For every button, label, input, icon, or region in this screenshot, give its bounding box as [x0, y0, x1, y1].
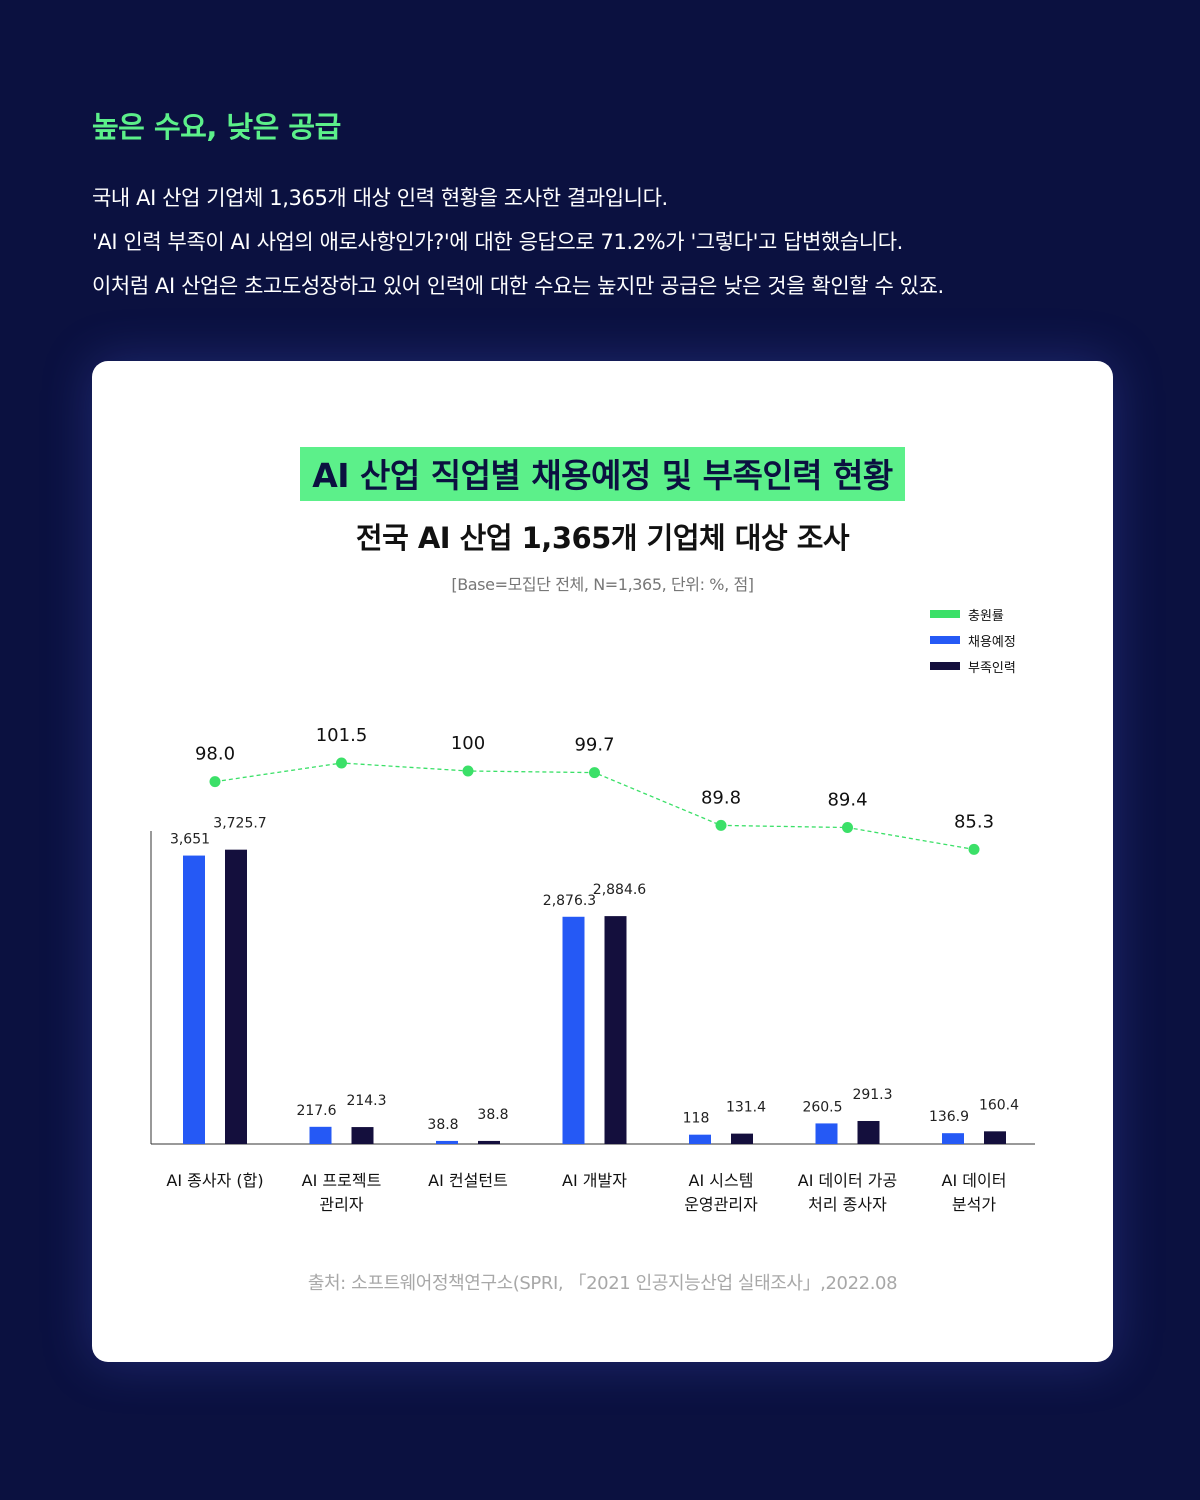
fill-rate-point — [209, 776, 221, 788]
bar-planned — [309, 1126, 332, 1144]
fill-rate-label: 89.8 — [701, 787, 741, 808]
category-label: AI 시스템 — [689, 1171, 754, 1190]
fill-rate-point — [462, 765, 474, 777]
bar-planned — [436, 1140, 458, 1144]
bar-label-shortage: 291.3 — [852, 1087, 892, 1103]
legend-label-planned: 채용예정 — [968, 634, 1016, 650]
category-label: 관리자 — [319, 1195, 363, 1214]
bar-planned — [689, 1134, 711, 1144]
bar-label-planned: 260.5 — [802, 1099, 842, 1115]
bar-planned — [942, 1133, 964, 1144]
category-label: AI 컨설턴트 — [428, 1171, 508, 1190]
bar-label-shortage: 2,884.6 — [593, 882, 647, 898]
fill-rate-label: 101.5 — [316, 725, 368, 746]
bar-planned — [562, 916, 585, 1144]
category-label: AI 개발자 — [562, 1171, 627, 1190]
legend-item-fill-rate: 충원률 — [930, 601, 1016, 627]
chart-card: AI 산업 직업별 채용예정 및 부족인력 현황 전국 AI 산업 1,365개… — [92, 361, 1113, 1362]
intro-line-1: 국내 AI 산업 기업체 1,365개 대상 인력 현황을 조사한 결과입니다. — [92, 186, 668, 210]
fill-rate-point — [715, 819, 727, 831]
fill-rate-point — [842, 822, 853, 834]
intro-text: 국내 AI 산업 기업체 1,365개 대상 인력 현황을 조사한 결과입니다.… — [92, 176, 1182, 308]
bar-planned — [183, 855, 205, 1144]
bar-shortage — [478, 1140, 500, 1144]
bar-label-planned: 38.8 — [427, 1117, 458, 1133]
bar-label-planned: 136.9 — [929, 1109, 969, 1125]
fill-rate-label: 100 — [451, 733, 485, 754]
category-label: 운영관리자 — [684, 1195, 758, 1214]
intro-line-3: 이처럼 AI 산업은 초고도성장하고 있어 인력에 대한 수요는 높지만 공급은… — [92, 274, 944, 298]
chart-title: AI 산업 직업별 채용예정 및 부족인력 현황 — [300, 447, 905, 501]
bar-shortage — [351, 1127, 374, 1144]
chart-source: 출처: 소프트웨어정책연구소(SPRI, 「2021 인공지능산업 실태조사」,… — [307, 1273, 898, 1294]
category-label: 처리 종사자 — [808, 1195, 887, 1214]
legend-swatch-fill-rate — [930, 610, 960, 618]
legend-item-shortage: 부족인력 — [930, 653, 1016, 679]
bar-label-shortage: 214.3 — [346, 1093, 386, 1109]
bar-label-planned: 118 — [683, 1111, 710, 1127]
category-label: 분석가 — [952, 1195, 996, 1214]
fill-rate-point — [968, 843, 980, 855]
bar-shortage — [857, 1120, 880, 1144]
fill-rate-label: 99.7 — [574, 735, 614, 756]
bar-label-planned: 3,651 — [170, 832, 210, 848]
legend-label-fill-rate: 충원률 — [968, 608, 1004, 624]
bar-label-shortage: 160.4 — [979, 1097, 1019, 1113]
category-label: AI 종사자 (합) — [166, 1171, 263, 1190]
fill-rate-label: 98.0 — [195, 744, 235, 765]
fill-rate-point — [589, 767, 600, 779]
chart-legend: 충원률 채용예정 부족인력 — [930, 601, 1016, 679]
legend-label-shortage: 부족인력 — [968, 660, 1016, 676]
chart-subtitle: 전국 AI 산업 1,365개 기업체 대상 조사 — [355, 521, 850, 555]
bar-shortage — [604, 916, 627, 1144]
bar-label-planned: 2,876.3 — [543, 893, 596, 909]
bar-label-shortage: 3,725.7 — [213, 816, 266, 832]
bar-planned — [815, 1123, 838, 1144]
bar-shortage — [984, 1131, 1006, 1144]
chart-base-note: [Base=모집단 전체, N=1,365, 단위: %, 점] — [451, 575, 754, 594]
page-heading: 높은 수요, 낮은 공급 — [92, 110, 341, 144]
legend-swatch-planned — [930, 636, 960, 644]
bar-shortage — [731, 1133, 753, 1144]
bar-label-shortage: 131.4 — [726, 1100, 766, 1116]
fill-rate-label: 89.4 — [827, 790, 867, 811]
category-label: AI 데이터 — [942, 1171, 1007, 1190]
intro-line-2: 'AI 인력 부족이 AI 사업의 애로사항인가?'에 대한 응답으로 71.2… — [92, 230, 903, 254]
fill-rate-label: 85.3 — [954, 811, 994, 832]
legend-swatch-shortage — [930, 662, 960, 670]
fill-rate-point — [336, 757, 347, 769]
bar-label-shortage: 38.8 — [477, 1107, 508, 1123]
bar-label-planned: 217.6 — [296, 1103, 336, 1119]
category-label: AI 데이터 가공 — [798, 1171, 897, 1190]
bar-shortage — [225, 849, 247, 1144]
legend-item-planned: 채용예정 — [930, 627, 1016, 653]
category-label: AI 프로젝트 — [302, 1171, 382, 1190]
